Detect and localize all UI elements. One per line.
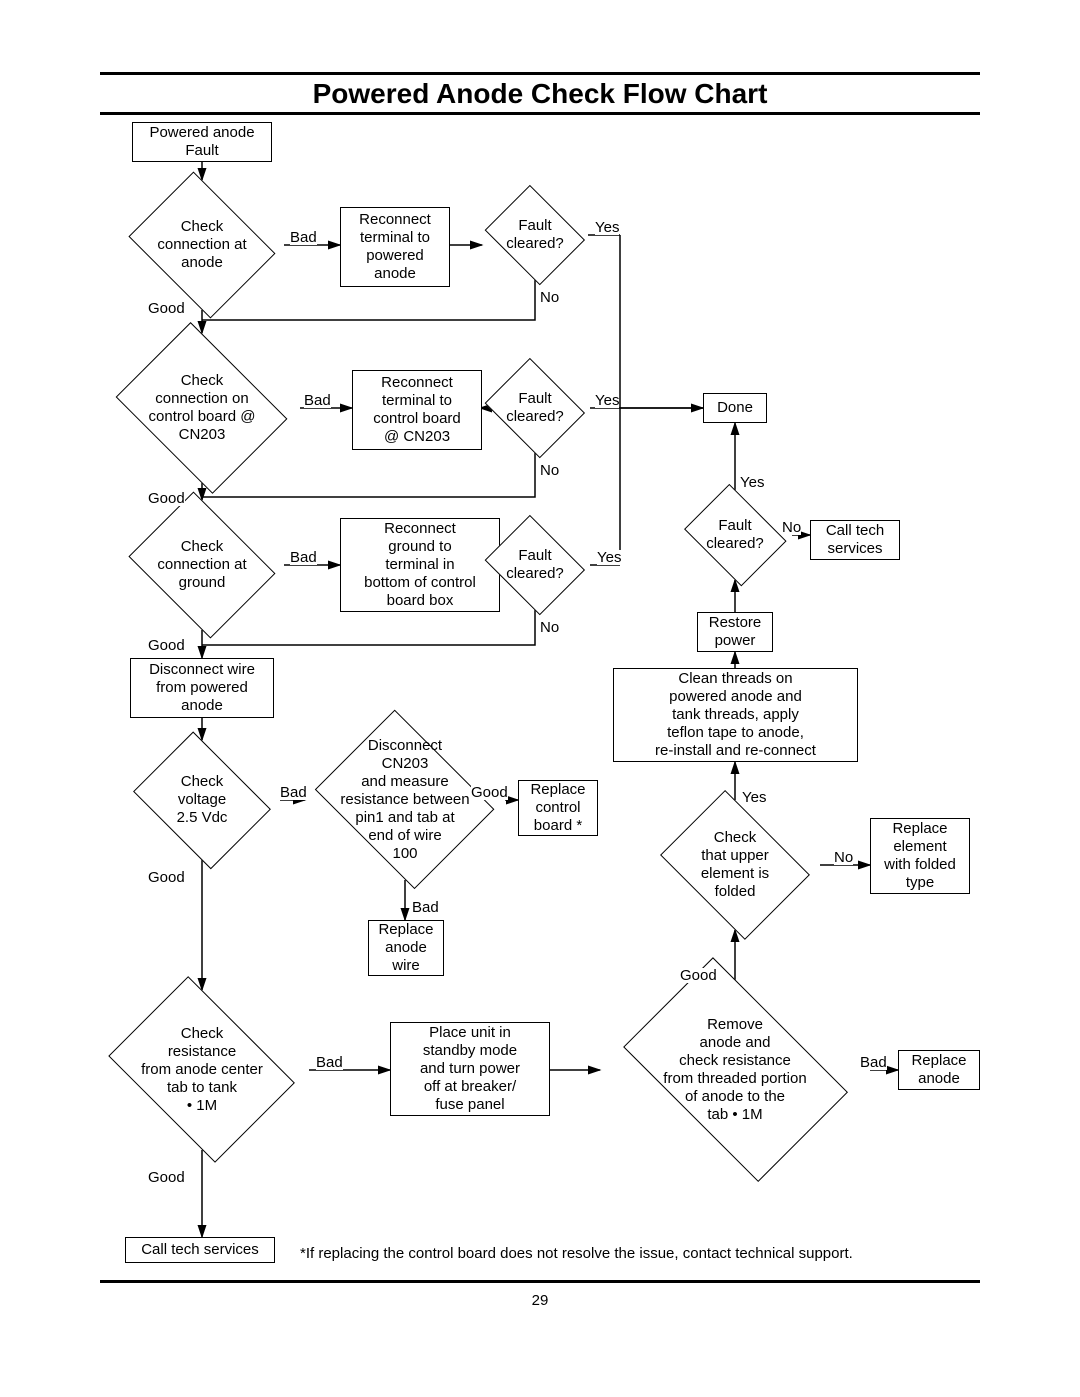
- edge-label: Good: [148, 1170, 185, 1185]
- edge-label: No: [782, 520, 801, 535]
- node-restore_power: Restorepower: [697, 612, 773, 652]
- node-replace_wire: Replaceanodewire: [368, 920, 444, 976]
- edge-label: No: [834, 850, 853, 865]
- node-check_anode: Checkconnection atanode: [120, 180, 284, 310]
- node-check_folded: Checkthat upperelement isfolded: [650, 800, 820, 930]
- node-replace_anode: Replaceanode: [898, 1050, 980, 1090]
- node-replace_board: Replacecontrolboard *: [518, 780, 598, 836]
- node-call_tech_bot: Call tech services: [125, 1237, 275, 1263]
- edge-label: Bad: [304, 393, 331, 408]
- edge-label: Good: [148, 491, 185, 506]
- edge-label: No: [540, 290, 559, 305]
- node-disconnect_wire: Disconnect wirefrom poweredanode: [130, 658, 274, 718]
- edge-label: Bad: [290, 550, 317, 565]
- node-reconn_ground: Reconnectground toterminal inbottom of c…: [340, 518, 500, 612]
- edge-label: Yes: [595, 393, 619, 408]
- edge-label: Good: [148, 870, 185, 885]
- footnote: *If replacing the control board does not…: [300, 1245, 853, 1262]
- node-fc2: Faultcleared?: [480, 363, 590, 453]
- node-remove_anode: Removeanode andcheck resistancefrom thre…: [600, 980, 870, 1160]
- edge-label: No: [540, 463, 559, 478]
- node-clean_threads: Clean threads onpowered anode andtank th…: [613, 668, 858, 762]
- node-start: Powered anodeFault: [132, 122, 272, 162]
- edge-label: No: [540, 620, 559, 635]
- node-replace_element: Replaceelementwith foldedtype: [870, 818, 970, 894]
- node-disc_measure: DisconnectCN203and measureresistance bet…: [305, 720, 505, 880]
- node-call_tech_top: Call techservices: [810, 520, 900, 560]
- edge-label: Bad: [290, 230, 317, 245]
- edge-label: Bad: [860, 1055, 887, 1070]
- edge-label: Bad: [280, 785, 307, 800]
- edge-label: Bad: [412, 900, 439, 915]
- edge-label: Yes: [597, 550, 621, 565]
- node-fc1: Faultcleared?: [480, 190, 590, 280]
- node-reconn_anode: Reconnectterminal topoweredanode: [340, 207, 450, 287]
- edge-label: Yes: [742, 790, 766, 805]
- node-reconn_cn203: Reconnectterminal tocontrol board@ CN203: [352, 370, 482, 450]
- edge-label: Good: [148, 301, 185, 316]
- node-check_cn203: Checkconnection oncontrol board @CN203: [105, 333, 299, 483]
- node-fc3: Faultcleared?: [480, 520, 590, 610]
- page: Powered Anode Check Flow Chart Powered a…: [0, 0, 1080, 1397]
- node-check_res_tank: Checkresistancefrom anode centertab to t…: [95, 990, 309, 1150]
- node-check_voltage: Checkvoltage2.5 Vdc: [124, 740, 280, 860]
- edge-label: Good: [680, 968, 717, 983]
- node-check_ground: Checkconnection atground: [120, 500, 284, 630]
- edge-label: Yes: [740, 475, 764, 490]
- node-fc4: Faultcleared?: [678, 490, 792, 580]
- edge-label: Yes: [595, 220, 619, 235]
- edge-label: Bad: [316, 1055, 343, 1070]
- node-standby: Place unit instandby modeand turn powero…: [390, 1022, 550, 1116]
- page-number: 29: [0, 1292, 1080, 1309]
- node-done: Done: [703, 393, 767, 423]
- edge-label: Good: [148, 638, 185, 653]
